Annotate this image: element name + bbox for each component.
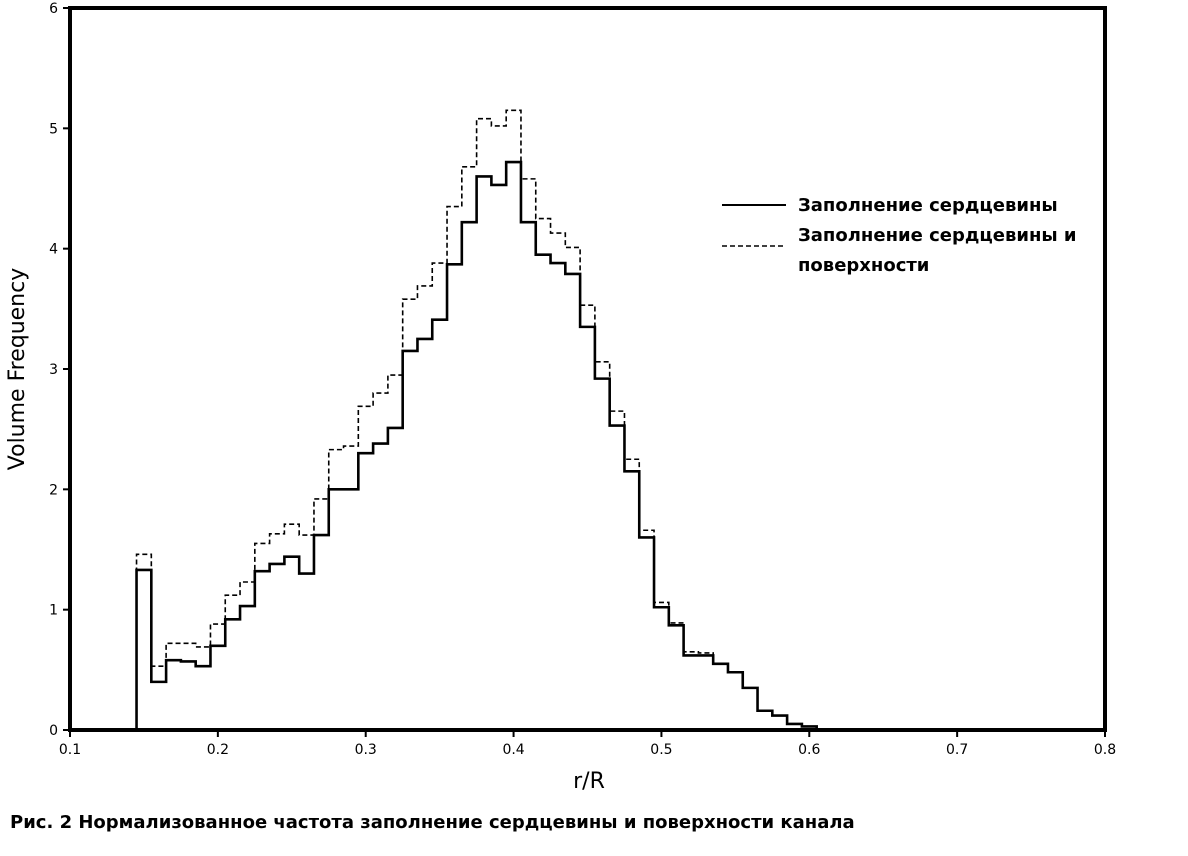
x-axis-ticks: 0.1 0.2 0.3 0.4 0.5 0.6 0.7 0.8 — [59, 730, 1116, 758]
y-tick-label: 6 — [49, 1, 58, 17]
legend-label-core: Заполнение сердцевины — [798, 195, 1058, 216]
x-tick-label: 0.7 — [946, 742, 968, 758]
series-core-line — [70, 160, 818, 732]
legend: Заполнение сердцевины Заполнение сердцев… — [722, 195, 1083, 276]
series-core-surface-line — [70, 109, 818, 731]
figure-caption: Рис. 2 Нормализованное частота заполнени… — [10, 812, 855, 833]
y-axis-title: Volume Frequency — [5, 268, 30, 470]
y-tick-label: 4 — [49, 242, 58, 258]
y-axis-ticks: 0 1 2 3 4 5 6 — [49, 1, 70, 739]
y-tick-label: 0 — [49, 723, 58, 739]
y-tick-label: 1 — [49, 603, 58, 619]
legend-label-core-surface: Заполнение сердцевины и поверхности — [798, 225, 1083, 276]
x-tick-label: 0.4 — [502, 742, 524, 758]
y-tick-label: 3 — [49, 362, 58, 378]
x-tick-label: 0.3 — [355, 742, 377, 758]
x-tick-label: 0.8 — [1094, 742, 1116, 758]
x-tick-label: 0.2 — [207, 742, 229, 758]
x-tick-label: 0.6 — [798, 742, 820, 758]
series-layer — [70, 109, 818, 732]
y-tick-label: 5 — [49, 121, 58, 137]
x-axis-title: r/R — [573, 769, 605, 794]
x-tick-label: 0.1 — [59, 742, 81, 758]
y-tick-label: 2 — [49, 482, 58, 498]
x-tick-label: 0.5 — [650, 742, 672, 758]
